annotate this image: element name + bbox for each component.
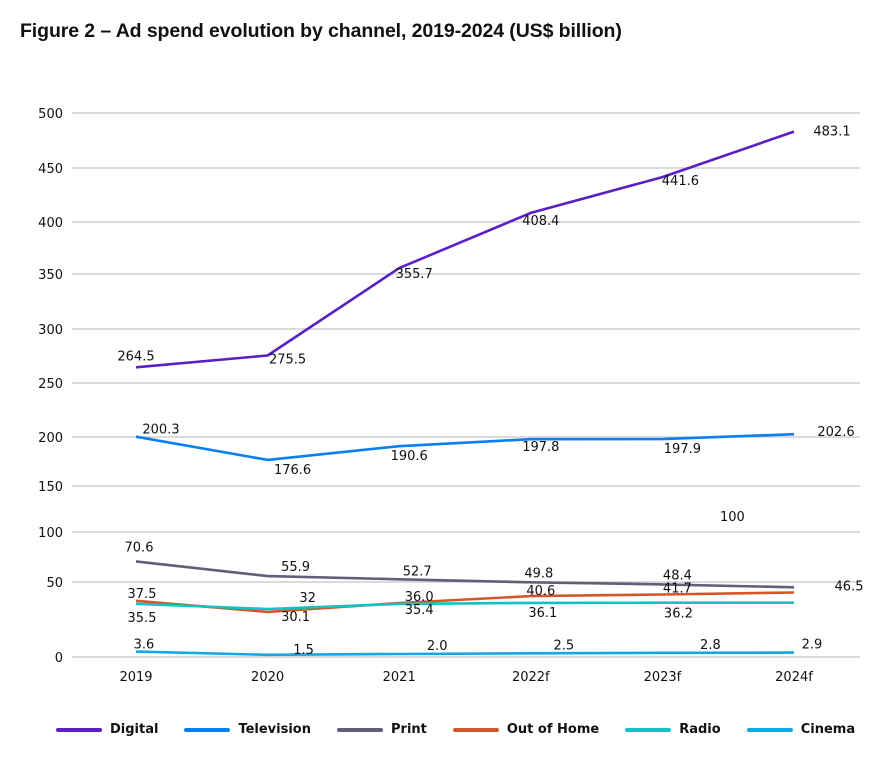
y-tick-label: 500	[38, 107, 63, 122]
series-line-radio	[135, 601, 794, 611]
chart-title: Figure 2 – Ad spend evolution by channel…	[20, 20, 622, 42]
data-label: 2.5	[553, 638, 574, 653]
data-label: 36.1	[528, 606, 557, 621]
y-tick-label: 150	[38, 480, 63, 495]
data-label: 441.6	[662, 174, 699, 189]
y-tick-label: 300	[38, 323, 63, 338]
data-label: 52.7	[403, 564, 432, 579]
data-label: 197.9	[664, 442, 701, 457]
x-tick-label: 2020	[251, 670, 284, 685]
data-label: 30.1	[281, 610, 310, 625]
data-labels: 264.5 275.5 355.7 408.4 441.6 483.1 200.3 176.6…	[117, 125, 863, 658]
data-label: 32	[299, 591, 316, 606]
legend-item-out-of-home: Out of Home	[452, 722, 600, 737]
series-line-television	[135, 432, 795, 462]
data-label: 408.4	[522, 214, 559, 229]
data-label: 483.1	[813, 125, 850, 140]
data-label: 197.8	[522, 440, 559, 455]
legend-swatch	[746, 727, 793, 732]
data-label: 2.9	[802, 638, 823, 653]
legend-swatch	[625, 727, 672, 732]
data-label: 35.4	[405, 603, 434, 618]
data-label: 202.6	[817, 425, 854, 440]
y-tick-label: 400	[38, 216, 63, 231]
data-label: 49.8	[524, 566, 553, 581]
data-label: 37.5	[128, 587, 157, 602]
data-label: 355.7	[396, 267, 433, 282]
legend-swatch	[452, 727, 499, 732]
legend-item-digital: Digital	[56, 722, 158, 737]
series-line-out-of-home	[135, 591, 795, 614]
data-label: 70.6	[125, 540, 154, 555]
legend-label: Television	[238, 722, 311, 737]
x-tick-label: 2023f	[644, 670, 682, 685]
x-tick-label: 2022f	[512, 670, 550, 685]
data-label: 2.0	[427, 639, 448, 654]
data-label: 35.5	[128, 611, 157, 626]
y-tick-label: 100	[38, 526, 63, 541]
data-label: 36.0	[405, 590, 434, 605]
data-label: 55.9	[281, 560, 310, 575]
data-label: 41.7	[663, 581, 692, 596]
series-lines	[135, 130, 795, 657]
data-label: 36.2	[664, 607, 693, 622]
legend-label: Print	[391, 722, 427, 737]
annotation-100: 100	[720, 510, 745, 525]
legend-label: Radio	[679, 722, 721, 737]
legend-item-television: Television	[184, 722, 311, 737]
legend-swatch	[337, 727, 383, 732]
data-label: 264.5	[117, 349, 154, 364]
legend-swatch	[56, 727, 102, 732]
legend-label: Digital	[110, 722, 159, 737]
y-tick-label: 250	[38, 377, 63, 392]
legend-label: Out of Home	[506, 722, 600, 737]
legend-item-cinema: Cinema	[746, 722, 856, 737]
legend-label: Cinema	[800, 722, 856, 737]
data-label: 200.3	[142, 423, 179, 438]
legend-item-radio: Radio	[625, 722, 721, 737]
data-label: 40.6	[526, 584, 555, 599]
data-label: 2.8	[700, 638, 721, 653]
x-tick-label: 2021	[383, 670, 416, 685]
data-label: 190.6	[391, 449, 428, 464]
data-label: 1.5	[293, 643, 314, 658]
data-label: 3.6	[134, 638, 155, 653]
x-tick-label: 2019	[119, 670, 152, 685]
series-line-digital	[135, 130, 795, 369]
data-label: 176.6	[274, 463, 311, 478]
y-tick-label: 350	[38, 268, 63, 283]
y-tick-label: 0	[55, 651, 63, 666]
series-line-cinema	[135, 650, 795, 657]
y-tick-label: 50	[46, 576, 63, 591]
series-line-print	[135, 560, 795, 589]
y-tick-label: 450	[38, 162, 63, 177]
x-axis-ticks: 2019 2020 2021 2022f 2023f 2024f	[119, 670, 813, 685]
legend-swatch	[184, 727, 231, 732]
legend: Digital Television Print Out of Home Radio Ci…	[56, 722, 881, 737]
y-tick-label: 200	[38, 431, 63, 446]
gridlines	[72, 112, 860, 658]
data-label: 275.5	[269, 352, 306, 367]
data-label: 48.4	[663, 568, 692, 583]
x-tick-label: 2024f	[775, 670, 813, 685]
legend-item-print: Print	[337, 722, 427, 737]
data-label: 46.5	[835, 579, 864, 594]
